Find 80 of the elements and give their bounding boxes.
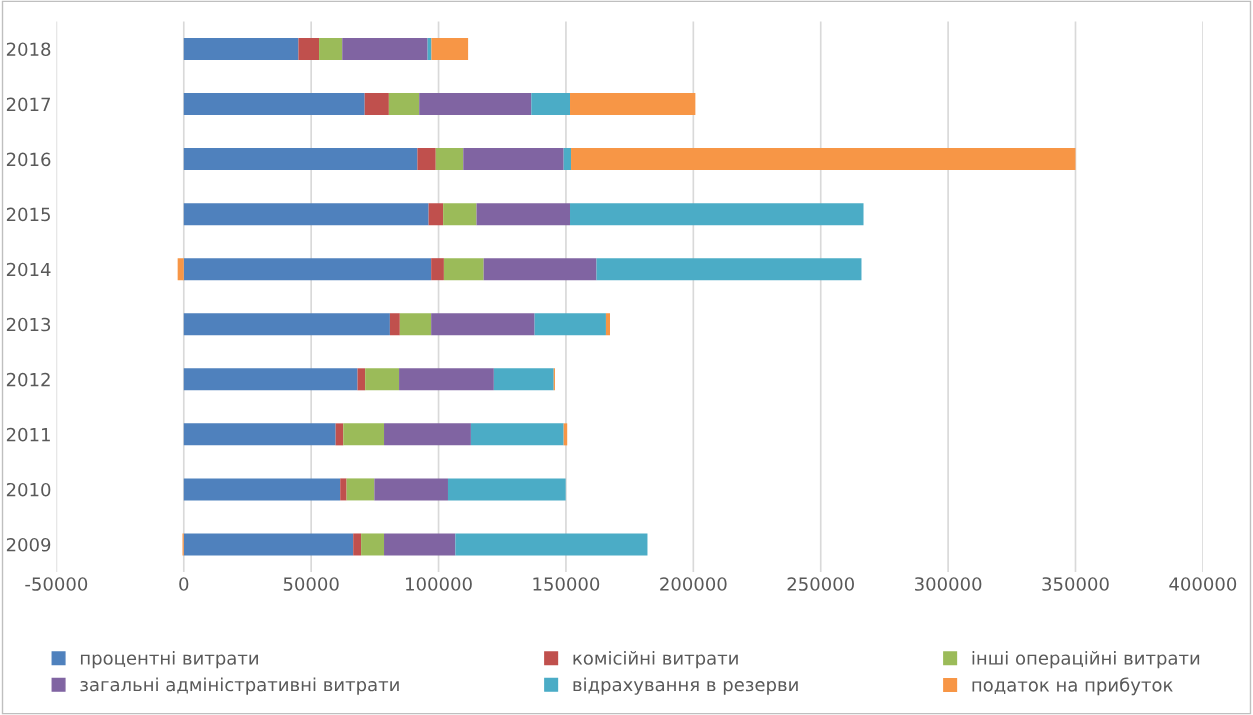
bar (563, 148, 572, 171)
x-tick-label: 400000 (1169, 577, 1237, 591)
bar (384, 533, 456, 556)
bar (570, 203, 864, 226)
bar (605, 313, 611, 336)
bar (346, 478, 375, 501)
bar (298, 37, 320, 60)
y-tick-label: 2017 (6, 97, 50, 112)
bar (476, 203, 571, 226)
bar (342, 37, 428, 60)
y-tick-label: 2016 (6, 152, 51, 167)
x-tick-label: 300000 (915, 577, 982, 591)
bar (343, 423, 385, 446)
bar (388, 93, 420, 116)
legend-label: інші операційні витрати (972, 650, 1200, 669)
bar (183, 258, 432, 281)
bar (483, 258, 597, 281)
x-tick-label: 0 (179, 577, 189, 591)
bar (361, 533, 385, 556)
legend-label: податок на прибуток (972, 677, 1173, 696)
bar (531, 93, 571, 116)
bar (431, 258, 444, 281)
bar (447, 478, 566, 501)
bar (399, 313, 432, 336)
y-tick-label: 2010 (6, 482, 51, 497)
y-tick-label: 2012 (6, 372, 50, 387)
bar (365, 368, 400, 391)
x-tick-label: 150000 (533, 577, 600, 591)
bar (183, 203, 429, 226)
bar (596, 258, 862, 281)
x-tick-label: 350000 (1042, 577, 1109, 591)
bar (353, 533, 362, 556)
bar (183, 148, 418, 171)
y-tick-label: 2009 (6, 537, 51, 552)
bar (534, 313, 606, 336)
bar (389, 313, 400, 336)
x-tick-label: 100000 (406, 577, 472, 591)
bar (493, 368, 554, 391)
x-tick-label: 200000 (660, 577, 727, 591)
y-tick-label: 2018 (6, 42, 51, 57)
bar (570, 93, 696, 116)
legend-label: комісійні витрати (573, 650, 738, 669)
legend-label: процентні витрати (80, 650, 258, 669)
bar (435, 148, 464, 171)
y-tick-label: 2015 (6, 207, 50, 222)
bar (399, 368, 494, 391)
bar (319, 37, 343, 60)
bar (183, 533, 354, 556)
bar (463, 148, 564, 171)
bar (357, 368, 366, 391)
bar (364, 93, 389, 116)
bar (183, 478, 341, 501)
bar (455, 533, 648, 556)
x-tick-label: 50000 (283, 577, 339, 591)
bar (177, 258, 184, 281)
bar (374, 478, 448, 501)
bar (443, 203, 477, 226)
bar (443, 258, 484, 281)
y-tick-label: 2011 (6, 427, 50, 442)
bar (183, 313, 390, 336)
bar (571, 148, 1076, 171)
bar (183, 93, 365, 116)
x-tick-label: -50000 (25, 577, 88, 591)
bar (183, 368, 358, 391)
bar (428, 203, 444, 226)
bar (431, 313, 535, 336)
bar (183, 423, 336, 446)
bar (431, 37, 469, 60)
bar (384, 423, 471, 446)
bar (419, 93, 532, 116)
bar (340, 478, 347, 501)
legend-label: відрахування в резерви (573, 677, 798, 695)
y-tick-label: 2014 (6, 262, 51, 277)
bar (470, 423, 564, 446)
bar (183, 37, 299, 60)
legend-label: загальні адміністративні витрати (80, 677, 399, 695)
x-tick-label: 250000 (787, 577, 854, 591)
bar (417, 148, 436, 171)
bar (335, 423, 344, 446)
y-tick-label: 2013 (6, 317, 51, 332)
